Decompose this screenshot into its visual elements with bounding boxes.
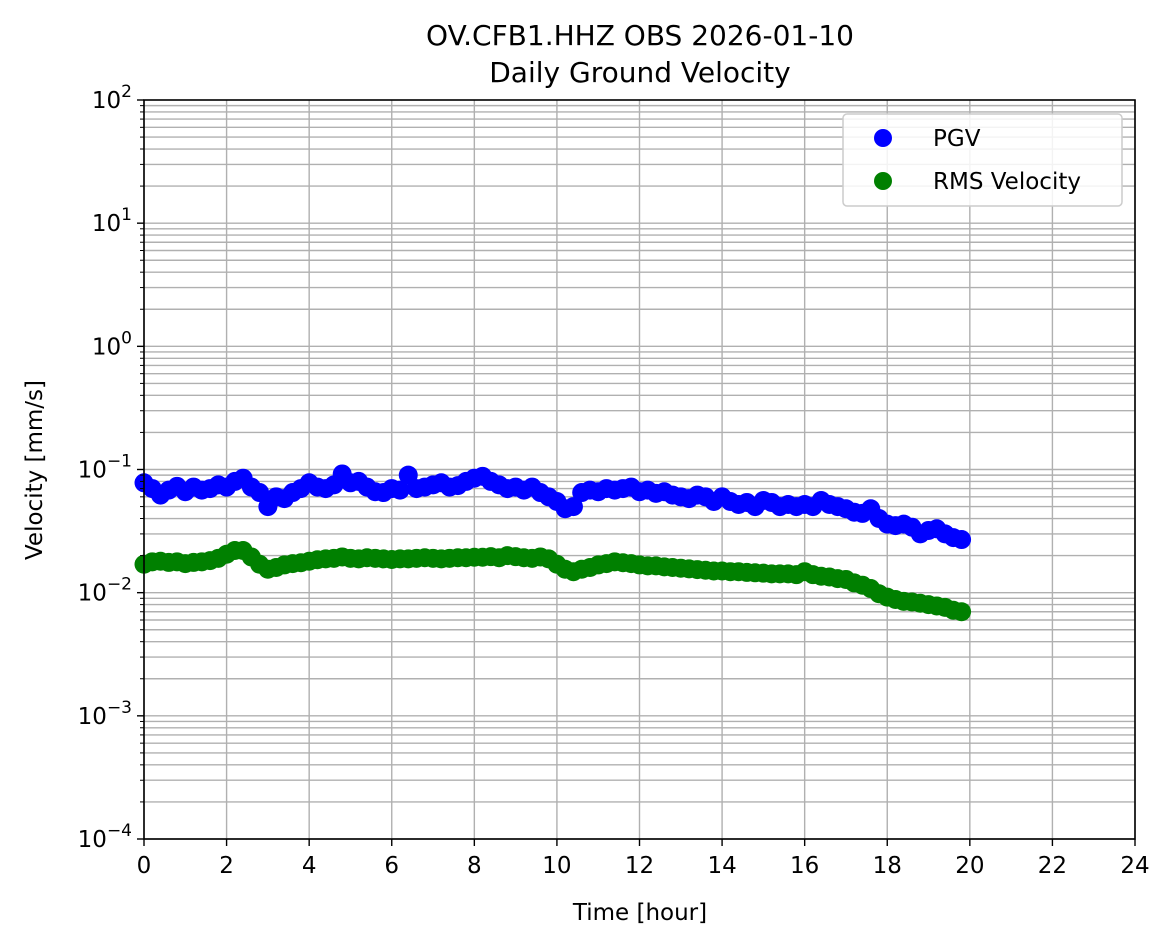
legend-marker-pgv [874,129,892,147]
x-tick-label: 10 [542,853,571,879]
y-tick-label: 10−3 [78,698,132,730]
x-tick-label: 0 [137,853,152,879]
x-tick-label: 24 [1120,853,1149,879]
y-tick-label: 10−1 [78,452,132,484]
y-tick-label: 100 [92,328,132,360]
x-tick-label: 2 [219,853,234,879]
chart-subtitle: Daily Ground Velocity [489,56,790,89]
series-rms-velocity [134,540,972,622]
data-point [390,480,410,500]
series-pgv [134,464,972,550]
x-tick-label: 16 [790,853,819,879]
data-point [563,497,583,517]
legend: PGV RMS Velocity [842,113,1123,207]
y-tick-label: 10−4 [78,821,132,853]
x-tick-label: 4 [302,853,317,879]
x-tick-label: 8 [467,853,482,879]
x-tick-label: 6 [384,853,399,879]
y-tick-label: 10−2 [78,575,132,607]
x-axis-label: Time [hour] [572,900,707,926]
data-point [250,483,270,503]
data-point [952,530,972,550]
x-tick-label: 20 [955,853,984,879]
legend-label-pgv: PGV [933,126,981,152]
legend-marker-rms-velocity [874,172,892,190]
x-tick-label: 22 [1038,853,1067,879]
legend-box [842,113,1123,207]
data-points [134,464,972,622]
grid [143,100,1136,840]
legend-label-rms-velocity: RMS Velocity [933,169,1081,195]
data-point [952,602,972,622]
x-tick-label: 18 [873,853,902,879]
chart-title: OV.CFB1.HHZ OBS 2026-01-10 [426,19,854,52]
y-axis-label: Velocity [mm/s] [22,380,48,560]
axis-ticks: 0 2 4 6 8 10 12 14 16 18 20 22 2410−410−310−210−1100… [78,82,1150,879]
x-tick-label: 12 [625,853,654,879]
x-tick-label: 14 [707,853,736,879]
y-tick-label: 101 [92,205,132,237]
y-tick-label: 102 [92,82,132,114]
